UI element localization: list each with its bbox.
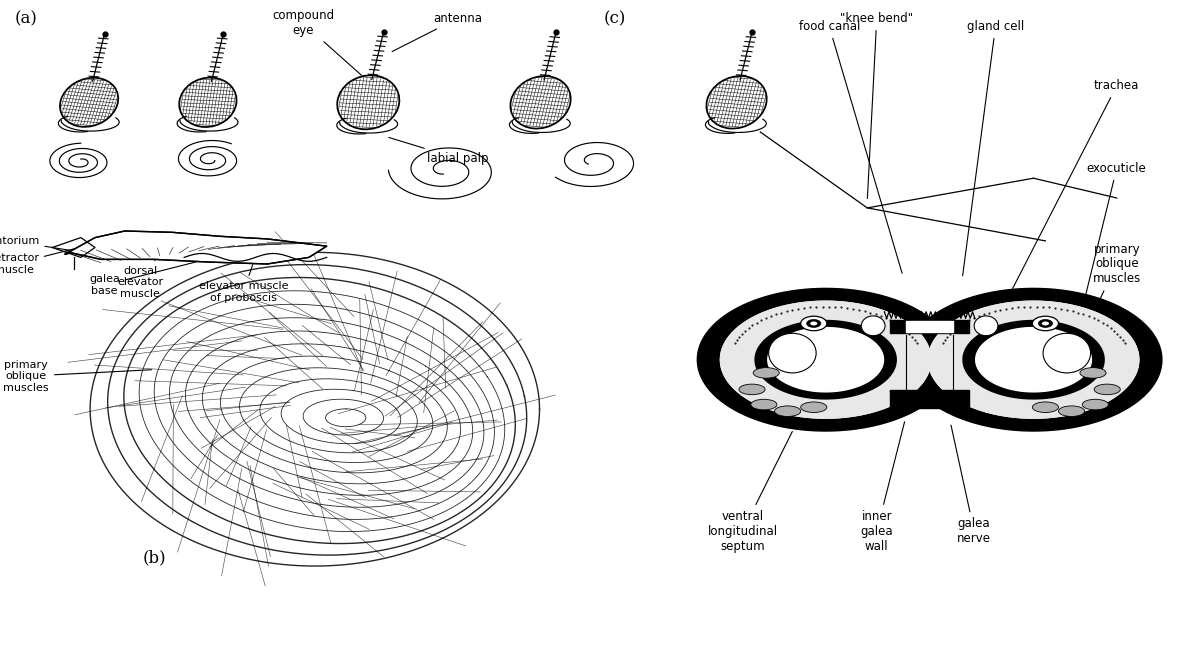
Ellipse shape [1032,402,1059,412]
Text: "knee bend": "knee bend" [840,12,914,199]
Text: galea
nerve: galea nerve [950,425,991,545]
Text: (c): (c) [604,10,626,27]
Polygon shape [767,327,884,392]
Polygon shape [65,231,327,264]
Text: inner
galea
wall: inner galea wall [860,422,904,553]
Text: galea
base: galea base [89,258,211,296]
Text: tentorium: tentorium [0,236,78,251]
Ellipse shape [1042,321,1049,325]
Polygon shape [697,288,954,431]
Polygon shape [697,288,954,431]
Text: (b): (b) [143,549,166,566]
Polygon shape [720,301,931,418]
Ellipse shape [861,316,885,336]
Polygon shape [905,288,1162,431]
Ellipse shape [769,333,816,373]
Polygon shape [179,78,236,127]
Ellipse shape [807,319,821,327]
Text: elevator muscle
of proboscis: elevator muscle of proboscis [198,242,289,302]
Text: labial palp: labial palp [388,137,488,165]
Polygon shape [975,327,1092,392]
Ellipse shape [1032,316,1059,331]
Polygon shape [59,78,119,127]
Ellipse shape [810,321,817,325]
Text: gland cell: gland cell [962,20,1024,276]
Polygon shape [707,76,766,129]
Polygon shape [905,288,1162,431]
Text: (a): (a) [14,10,37,27]
Ellipse shape [974,316,998,336]
Polygon shape [928,301,1139,418]
Polygon shape [928,301,1139,418]
Text: exocuticle: exocuticle [1080,162,1146,321]
Polygon shape [756,321,896,399]
Text: food canal: food canal [798,20,902,273]
Text: compound
eye: compound eye [272,9,364,77]
Polygon shape [890,391,969,409]
Text: ventral
longitudinal
septum: ventral longitudinal septum [707,432,792,553]
Ellipse shape [801,316,827,331]
Text: trachea: trachea [1003,79,1139,308]
Polygon shape [905,321,954,332]
Ellipse shape [1038,319,1053,327]
Text: primary
oblique
muscles: primary oblique muscles [1064,242,1140,374]
Ellipse shape [775,406,801,416]
Polygon shape [963,321,1104,399]
Text: primary
oblique
muscles: primary oblique muscles [4,360,152,393]
Text: retractor
muscle: retractor muscle [0,244,95,275]
Ellipse shape [1043,333,1091,373]
Ellipse shape [1080,368,1106,378]
Ellipse shape [801,402,827,412]
Ellipse shape [1059,406,1085,416]
Ellipse shape [751,399,777,410]
Polygon shape [511,76,570,129]
Ellipse shape [1082,399,1108,410]
Text: dorsal
elevator
muscle: dorsal elevator muscle [118,237,171,299]
Ellipse shape [739,384,765,395]
Polygon shape [337,75,399,129]
Polygon shape [720,301,931,418]
Polygon shape [890,319,969,333]
Text: antenna: antenna [392,12,482,51]
Ellipse shape [1094,384,1120,395]
Ellipse shape [753,368,779,378]
